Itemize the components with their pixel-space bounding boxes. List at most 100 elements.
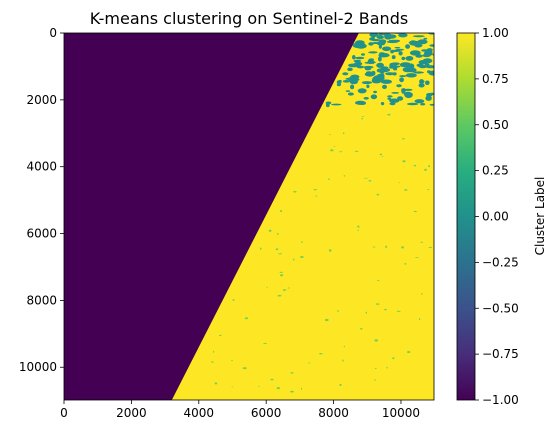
cluster-0-patch: [387, 97, 392, 100]
cluster-0-patch: [378, 44, 382, 49]
cluster-0-speck: [368, 180, 372, 182]
cluster-0-speck: [343, 345, 345, 348]
cluster-0-patch: [420, 103, 426, 106]
y-tick-label: 0: [49, 26, 57, 40]
cluster-0-patch: [331, 103, 342, 106]
cluster-0-speck: [365, 311, 367, 314]
y-axis: 0 2000 4000 6000 8000 10000: [19, 26, 64, 374]
cluster-0-patch: [395, 48, 405, 51]
cluster-0-patch: [391, 50, 395, 53]
cluster-0-patch: [325, 102, 330, 108]
cluster-0-patch: [368, 42, 374, 46]
cluster-0-patch: [363, 97, 369, 100]
colorbar-gradient: [456, 32, 476, 401]
cluster-0-speck: [361, 117, 364, 120]
cluster-0-speck: [337, 310, 339, 312]
cluster-0-speck: [407, 351, 411, 353]
cluster-0-speck: [290, 390, 294, 393]
cluster-0-patch: [394, 46, 401, 49]
cluster-0-speck: [313, 189, 318, 191]
cluster-0-patch: [399, 77, 404, 83]
cluster-0-speck: [232, 299, 235, 301]
cluster-0-patch: [417, 39, 428, 45]
cluster-0-patch: [385, 72, 395, 76]
cluster-0-patch: [423, 37, 428, 40]
heatmap-image: [64, 33, 434, 400]
x-tick-label: 10000: [382, 406, 420, 420]
x-tick-label: 4000: [184, 406, 215, 420]
cluster-0-speck: [327, 178, 330, 180]
cluster-0-patch: [378, 53, 390, 58]
cluster-0-speck: [386, 366, 388, 369]
cluster-0-patch: [432, 53, 434, 56]
cluster-0-patch: [391, 92, 400, 94]
cluster-0-patch: [378, 33, 383, 36]
cluster-0-speck: [398, 182, 400, 183]
cluster-0-patch: [347, 67, 353, 72]
cluster-0-patch: [354, 100, 366, 105]
cluster-0-speck: [275, 248, 279, 251]
cluster-0-speck: [330, 149, 334, 152]
cluster-0-speck: [277, 294, 282, 297]
cluster-0-speck: [258, 385, 260, 387]
cluster-0-patch: [429, 103, 434, 106]
cluster-0-patch: [398, 51, 403, 56]
cluster-0-speck: [384, 308, 387, 311]
cluster-0-patch: [378, 56, 382, 62]
x-tick-label: 2000: [116, 406, 147, 420]
cluster-0-patch: [405, 44, 411, 49]
cluster-0-speck: [374, 379, 376, 381]
cluster-0-speck: [293, 190, 297, 193]
cluster-0-patch: [414, 99, 425, 104]
cluster-0-speck: [375, 303, 380, 305]
cluster-0-patch: [370, 94, 378, 100]
cluster-0-speck: [268, 229, 272, 232]
cluster-0-patch: [376, 68, 387, 73]
cluster-0-speck: [357, 225, 360, 228]
cluster-0-speck: [231, 359, 233, 362]
cluster-0-speck: [361, 116, 365, 117]
cluster-0-patch: [355, 56, 365, 60]
cluster-0-speck: [319, 353, 323, 355]
cluster-0-patch: [397, 96, 404, 101]
cluster-0-speck: [396, 310, 401, 312]
cluster-0-speck: [231, 386, 233, 388]
cluster-0-patch: [389, 98, 400, 103]
cluster-0-patch: [376, 41, 386, 46]
cluster-0-patch: [382, 46, 392, 52]
y-tick-label: 10000: [19, 360, 57, 374]
y-tick-label: 2000: [26, 93, 57, 107]
cluster-0-speck: [339, 151, 343, 153]
cluster-0-patches: [210, 33, 434, 393]
plot-frame: [63, 32, 435, 401]
chart-title: K-means clustering on Sentinel-2 Bands: [90, 9, 408, 28]
cluster-0-patch: [380, 102, 385, 106]
cluster-0-speck: [402, 160, 406, 163]
cluster-0-speck: [214, 382, 218, 385]
cluster-0-patch: [419, 80, 425, 83]
cluster-0-speck: [363, 177, 368, 179]
cluster-0-patch: [389, 102, 396, 106]
cluster-0-speck: [280, 274, 284, 277]
colorbar-tick-label: 0.25: [482, 164, 509, 178]
cluster-0-speck: [290, 372, 294, 374]
colorbar-tick-label: −0.50: [482, 301, 519, 315]
cluster-0-patch: [380, 79, 392, 84]
x-tick-label: 6000: [251, 406, 282, 420]
cluster-0-speck: [343, 175, 346, 177]
cluster-0-patch: [361, 53, 365, 56]
cluster-0-speck: [213, 350, 215, 353]
cluster-0-speck: [401, 138, 405, 140]
cluster-0-speck: [427, 189, 430, 191]
cluster-0-speck: [420, 241, 424, 243]
x-tick-label: 0: [60, 406, 68, 420]
colorbar-ticks: 1.00 0.75 0.50 0.25 0.00 −0.25 −0.50 −0.75 −1.00: [475, 26, 519, 407]
cluster-0-speck: [342, 132, 345, 134]
cluster-0-patch: [376, 35, 384, 40]
cluster-0-patch: [425, 65, 434, 69]
cluster-0-patch: [383, 33, 392, 37]
cluster-0-patch: [401, 56, 406, 61]
cluster-0-speck: [376, 279, 380, 281]
cluster-0-patch: [357, 88, 367, 94]
cluster-0-patch: [403, 88, 413, 91]
